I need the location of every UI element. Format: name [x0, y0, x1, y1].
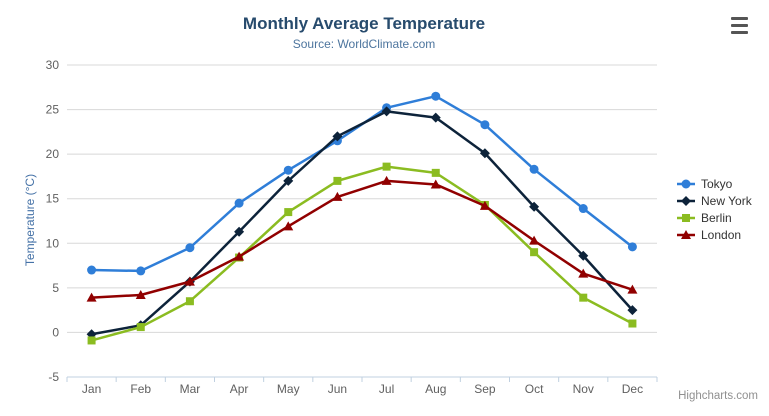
- series-tokyo: [87, 91, 637, 276]
- data-point-tokyo[interactable]: [283, 165, 293, 175]
- data-point-london[interactable]: [430, 179, 441, 189]
- y-tick-label: 5: [52, 281, 59, 295]
- legend-item-berlin[interactable]: Berlin: [676, 210, 752, 226]
- y-tick-label: 15: [46, 192, 60, 206]
- data-point-new-york[interactable]: [234, 226, 245, 237]
- data-point-new-york[interactable]: [479, 148, 490, 159]
- legend-marker-square: [677, 214, 695, 222]
- series-line-tokyo: [90, 94, 634, 273]
- data-point-berlin[interactable]: [185, 297, 194, 306]
- data-point-london[interactable]: [578, 268, 589, 278]
- data-point-new-york[interactable]: [332, 131, 343, 142]
- data-point-london[interactable]: [381, 175, 392, 185]
- data-point-london[interactable]: [135, 289, 146, 299]
- data-point-berlin[interactable]: [431, 168, 440, 177]
- data-point-new-york[interactable]: [430, 112, 441, 123]
- data-point-new-york[interactable]: [578, 250, 589, 261]
- legend-marker-shape: [681, 196, 691, 206]
- data-point-new-york[interactable]: [283, 175, 294, 186]
- series-line-berlin: [90, 165, 634, 342]
- data-point-berlin[interactable]: [333, 176, 342, 185]
- x-tick-label: Mar: [180, 382, 201, 396]
- y-tick-label: 30: [46, 58, 60, 72]
- y-tick-label: 25: [46, 103, 60, 117]
- series-line-new-york: [90, 110, 634, 336]
- legend-marker-circle: [677, 179, 695, 189]
- legend: Tokyo New York Berlin London: [676, 176, 752, 244]
- x-tick-label: Nov: [573, 382, 594, 396]
- y-tick-label: -5: [48, 370, 59, 384]
- data-point-berlin[interactable]: [136, 323, 145, 332]
- x-tick-label: Dec: [622, 382, 643, 396]
- data-point-london[interactable]: [184, 276, 195, 286]
- data-point-new-york[interactable]: [627, 305, 638, 316]
- legend-marker-shape: [681, 230, 691, 239]
- data-point-london[interactable]: [627, 284, 638, 294]
- data-point-london[interactable]: [479, 200, 490, 210]
- hamburger-bar: [731, 31, 748, 34]
- legend-label: Berlin: [701, 211, 732, 225]
- data-point-new-york[interactable]: [381, 106, 392, 117]
- hamburger-icon[interactable]: [729, 15, 750, 36]
- y-tick-label: 0: [52, 325, 59, 339]
- y-tick-label: 10: [46, 236, 60, 250]
- legend-label: Tokyo: [701, 177, 733, 191]
- data-point-berlin[interactable]: [284, 208, 293, 217]
- series-london: [86, 175, 638, 302]
- data-point-new-york[interactable]: [529, 201, 540, 212]
- y-tick-label: 20: [46, 147, 60, 161]
- legend-label: New York: [701, 194, 752, 208]
- hamburger-bar: [731, 24, 748, 27]
- legend-label: London: [701, 228, 742, 242]
- data-point-tokyo[interactable]: [136, 266, 146, 276]
- x-tick-label: Jun: [328, 382, 347, 396]
- data-point-tokyo[interactable]: [234, 198, 244, 208]
- x-tick-label: Jan: [82, 382, 101, 396]
- x-tick-label: Feb: [130, 382, 151, 396]
- data-point-tokyo[interactable]: [578, 204, 588, 214]
- data-point-tokyo[interactable]: [431, 91, 441, 101]
- x-tick-label: Oct: [525, 382, 544, 396]
- data-point-london[interactable]: [86, 292, 97, 302]
- legend-marker-shape: [681, 179, 691, 189]
- data-point-tokyo[interactable]: [627, 242, 637, 252]
- x-tick-label: Apr: [230, 382, 249, 396]
- legend-marker-shape: [682, 214, 690, 222]
- data-point-tokyo[interactable]: [87, 265, 97, 275]
- series-new-york: [86, 106, 638, 340]
- chart-subtitle: Source: WorldClimate.com: [292, 37, 436, 51]
- x-tick-label: Aug: [425, 382, 446, 396]
- x-tick-label: May: [277, 382, 300, 396]
- series-line-london: [90, 179, 634, 299]
- y-axis-title: Temperature (°C): [23, 173, 37, 267]
- data-point-tokyo[interactable]: [480, 120, 490, 130]
- credits-link[interactable]: Highcharts.com: [678, 390, 758, 402]
- data-point-berlin[interactable]: [579, 293, 588, 302]
- data-point-berlin[interactable]: [530, 248, 539, 257]
- data-point-london[interactable]: [234, 251, 245, 261]
- data-point-tokyo[interactable]: [529, 164, 539, 174]
- legend-marker-triangle: [677, 230, 695, 239]
- hamburger-bar: [731, 17, 748, 20]
- data-point-berlin[interactable]: [87, 336, 96, 345]
- data-point-tokyo[interactable]: [185, 243, 195, 253]
- legend-item-new-york[interactable]: New York: [676, 193, 752, 209]
- legend-item-london[interactable]: London: [676, 227, 752, 243]
- legend-item-tokyo[interactable]: Tokyo: [676, 176, 752, 192]
- x-tick-label: Sep: [474, 382, 496, 396]
- legend-marker-diamond: [677, 196, 695, 206]
- data-point-london[interactable]: [529, 235, 540, 245]
- data-point-berlin[interactable]: [628, 319, 637, 328]
- x-tick-label: Jul: [379, 382, 394, 396]
- data-point-london[interactable]: [283, 221, 294, 231]
- chart-title: Monthly Average Temperature: [242, 14, 486, 33]
- data-point-london[interactable]: [332, 191, 343, 201]
- data-point-berlin[interactable]: [382, 162, 391, 171]
